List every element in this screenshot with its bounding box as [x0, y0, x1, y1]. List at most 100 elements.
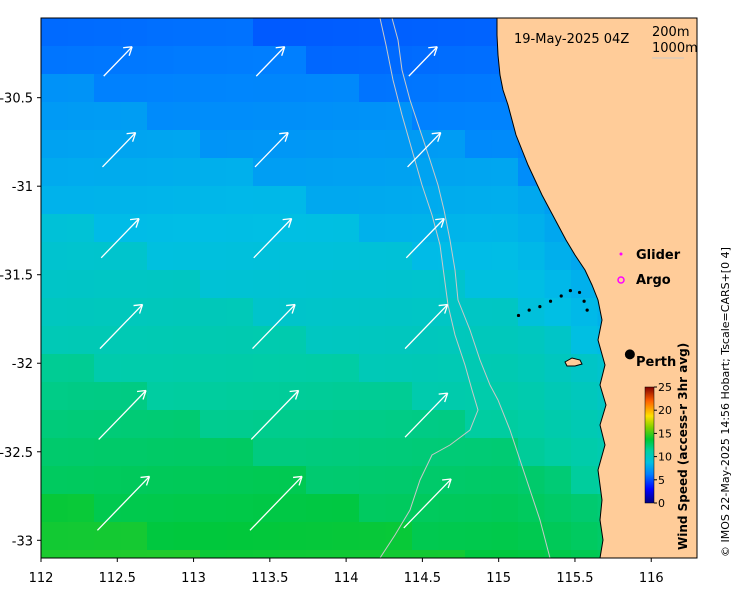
colorbar-tick-label: 10 [658, 451, 672, 464]
heatmap-cell [94, 466, 122, 495]
heatmap-cell [41, 494, 69, 523]
heatmap-cell [253, 186, 281, 215]
heatmap-cell [147, 550, 175, 558]
x-tick-label: 113 [181, 571, 206, 586]
heatmap-cell [359, 354, 387, 383]
heatmap-cell [41, 326, 69, 355]
heatmap-cell [200, 242, 228, 271]
heatmap-cell [279, 102, 307, 131]
heatmap-cell [226, 186, 254, 215]
heatmap-cell [306, 326, 334, 355]
glider-track [516, 289, 589, 318]
heatmap-cell [226, 74, 254, 103]
heatmap-cell [332, 354, 360, 383]
heatmap-cell [544, 298, 572, 327]
city-label-perth: Perth [636, 355, 676, 370]
y-tick-label: -32 [12, 357, 33, 372]
heatmap-cell [147, 214, 175, 243]
heatmap-cell [438, 18, 466, 47]
heatmap-cell [306, 214, 334, 243]
heatmap-cell [200, 550, 228, 558]
x-axis: 112 112.5 113 113.5 114 114.5 115 115.5 116 [29, 558, 664, 586]
heatmap-cell [332, 74, 360, 103]
heatmap-cell [94, 18, 122, 47]
heatmap-cell [465, 158, 493, 187]
heatmap-cell [465, 102, 493, 131]
heatmap-cell [173, 550, 201, 558]
heatmap-cell [120, 18, 148, 47]
heatmap-cell [67, 522, 95, 551]
heatmap-cell [385, 298, 413, 327]
heatmap-cell [306, 102, 334, 131]
heatmap-cell [226, 18, 254, 47]
heatmap-cell [67, 270, 95, 299]
heatmap-cell [120, 494, 148, 523]
heatmap-cell [173, 354, 201, 383]
heatmap-cell [385, 522, 413, 551]
heatmap-cell [412, 494, 440, 523]
heatmap-cell [518, 242, 546, 271]
y-tick-label: -30.5 [0, 92, 33, 107]
heatmap-cell [279, 130, 307, 159]
colorbar-tick-label: 20 [658, 404, 672, 417]
heatmap-cell [226, 550, 254, 558]
heatmap-cell [385, 270, 413, 299]
heatmap-cell [253, 494, 281, 523]
heatmap-cell [200, 102, 228, 131]
heatmap-cell [332, 522, 360, 551]
heatmap-cell [465, 382, 493, 411]
wind-arrow [103, 46, 133, 77]
heatmap-cell [226, 298, 254, 327]
y-tick-label: -31 [12, 180, 33, 195]
heatmap-cell [279, 18, 307, 47]
heatmap-cell [306, 550, 334, 558]
heatmap-cell [253, 466, 281, 495]
heatmap-cell [120, 354, 148, 383]
heatmap-cell [465, 214, 493, 243]
heatmap-cell [385, 214, 413, 243]
heatmap-cell [491, 494, 519, 523]
heatmap-cell [465, 130, 493, 159]
x-tick-label: 115 [486, 571, 511, 586]
heatmap-cell [67, 550, 95, 558]
heatmap-cell [491, 270, 519, 299]
heatmap-cell [67, 158, 95, 187]
heatmap-cell [120, 410, 148, 439]
heatmap-cell [359, 46, 387, 75]
heatmap-cell [67, 46, 95, 75]
timestamp-label: 19-May-2025 04Z [514, 32, 629, 47]
heatmap-cell [438, 102, 466, 131]
heatmap-cell [147, 18, 175, 47]
heatmap-cell [412, 130, 440, 159]
heatmap-cell [173, 158, 201, 187]
glider-legend-icon [619, 252, 623, 256]
heatmap-cell [359, 550, 387, 558]
wind-arrow [250, 389, 300, 440]
heatmap-cell [332, 158, 360, 187]
heatmap-cell [173, 438, 201, 467]
heatmap-cell [253, 46, 281, 75]
heatmap-cell [226, 326, 254, 355]
heatmap-cell [332, 186, 360, 215]
heatmap-cell [173, 326, 201, 355]
heatmap-cell [147, 270, 175, 299]
heatmap-cell [359, 298, 387, 327]
x-tick-label: 112 [29, 571, 54, 586]
heatmap-cell [279, 550, 307, 558]
heatmap-cell [359, 494, 387, 523]
heatmap-cell [226, 214, 254, 243]
glider-position [577, 290, 582, 295]
heatmap-cell [332, 466, 360, 495]
heatmap-cell [67, 494, 95, 523]
heatmap-cell [491, 158, 519, 187]
heatmap-cell [306, 270, 334, 299]
heatmap-cell [226, 130, 254, 159]
heatmap-cell [253, 354, 281, 383]
heatmap-cell [412, 550, 440, 558]
heatmap-cell [385, 382, 413, 411]
heatmap-cell [412, 46, 440, 75]
heatmap-cell [385, 326, 413, 355]
heatmap-cell [120, 158, 148, 187]
heatmap-cell [173, 46, 201, 75]
heatmap-cell [544, 326, 572, 355]
